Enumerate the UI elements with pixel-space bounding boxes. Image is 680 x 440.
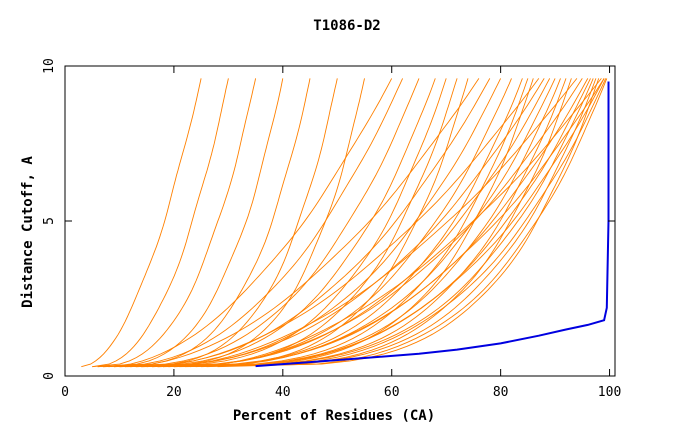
model-series-line: [195, 78, 605, 368]
model-series-line: [217, 78, 608, 368]
model-series-line: [146, 78, 540, 368]
y-axis-label: Distance Cutoff, A: [20, 156, 36, 308]
model-series-line: [162, 78, 572, 368]
model-series-line: [157, 78, 567, 368]
plot-frame: [64, 65, 616, 377]
model-series-line: [135, 78, 523, 368]
highlight-series-group: [255, 81, 610, 368]
model-series-line: [92, 78, 229, 368]
model-series-line: [146, 78, 545, 368]
x-tick-label: 40: [275, 385, 291, 400]
model-series-line: [130, 78, 502, 368]
x-tick-label: 0: [61, 385, 69, 400]
model-series-group: [81, 78, 608, 368]
y-tick-label: 5: [42, 217, 57, 225]
x-axis-label: Percent of Residues (CA): [233, 408, 435, 424]
model-series-line: [141, 78, 534, 368]
x-axis-ticks: 0 20 40 60 80 100: [61, 66, 621, 400]
model-series-line: [108, 78, 404, 368]
x-tick-label: 100: [598, 385, 621, 400]
model-series-line: [168, 78, 589, 368]
chart-title: T1086-D2: [313, 18, 380, 34]
y-tick-label: 0: [42, 372, 57, 380]
model-series-line: [103, 78, 365, 368]
model-series-line: [201, 78, 605, 368]
model-series-line: [152, 78, 556, 368]
model-series-line: [113, 78, 436, 368]
model-series-line: [173, 78, 591, 368]
model-series-line: [113, 78, 420, 368]
model-series-line: [141, 78, 529, 368]
model-series-line: [124, 78, 480, 368]
model-series-line: [157, 78, 561, 368]
model-series-line: [206, 78, 607, 368]
model-series-line: [97, 78, 284, 368]
model-series-line: [119, 78, 458, 368]
model-series-line: [81, 78, 202, 368]
model-series-line: [152, 78, 551, 368]
x-tick-label: 80: [493, 385, 509, 400]
model-series-line: [124, 78, 469, 368]
y-axis-ticks: 0 5 10: [42, 58, 615, 380]
model-series-line: [108, 78, 393, 368]
x-tick-label: 60: [384, 385, 400, 400]
model-series-line: [135, 78, 512, 368]
x-tick-label: 20: [166, 385, 182, 400]
model-series-line: [168, 78, 583, 368]
model-series-line: [173, 78, 594, 368]
highlight-series-line: [255, 81, 610, 368]
model-series-line: [190, 78, 602, 368]
y-tick-label: 10: [42, 58, 57, 74]
model-series-line: [97, 78, 311, 368]
model-series-line: [162, 78, 578, 368]
model-series-line: [130, 78, 491, 368]
model-series-line: [92, 78, 257, 368]
